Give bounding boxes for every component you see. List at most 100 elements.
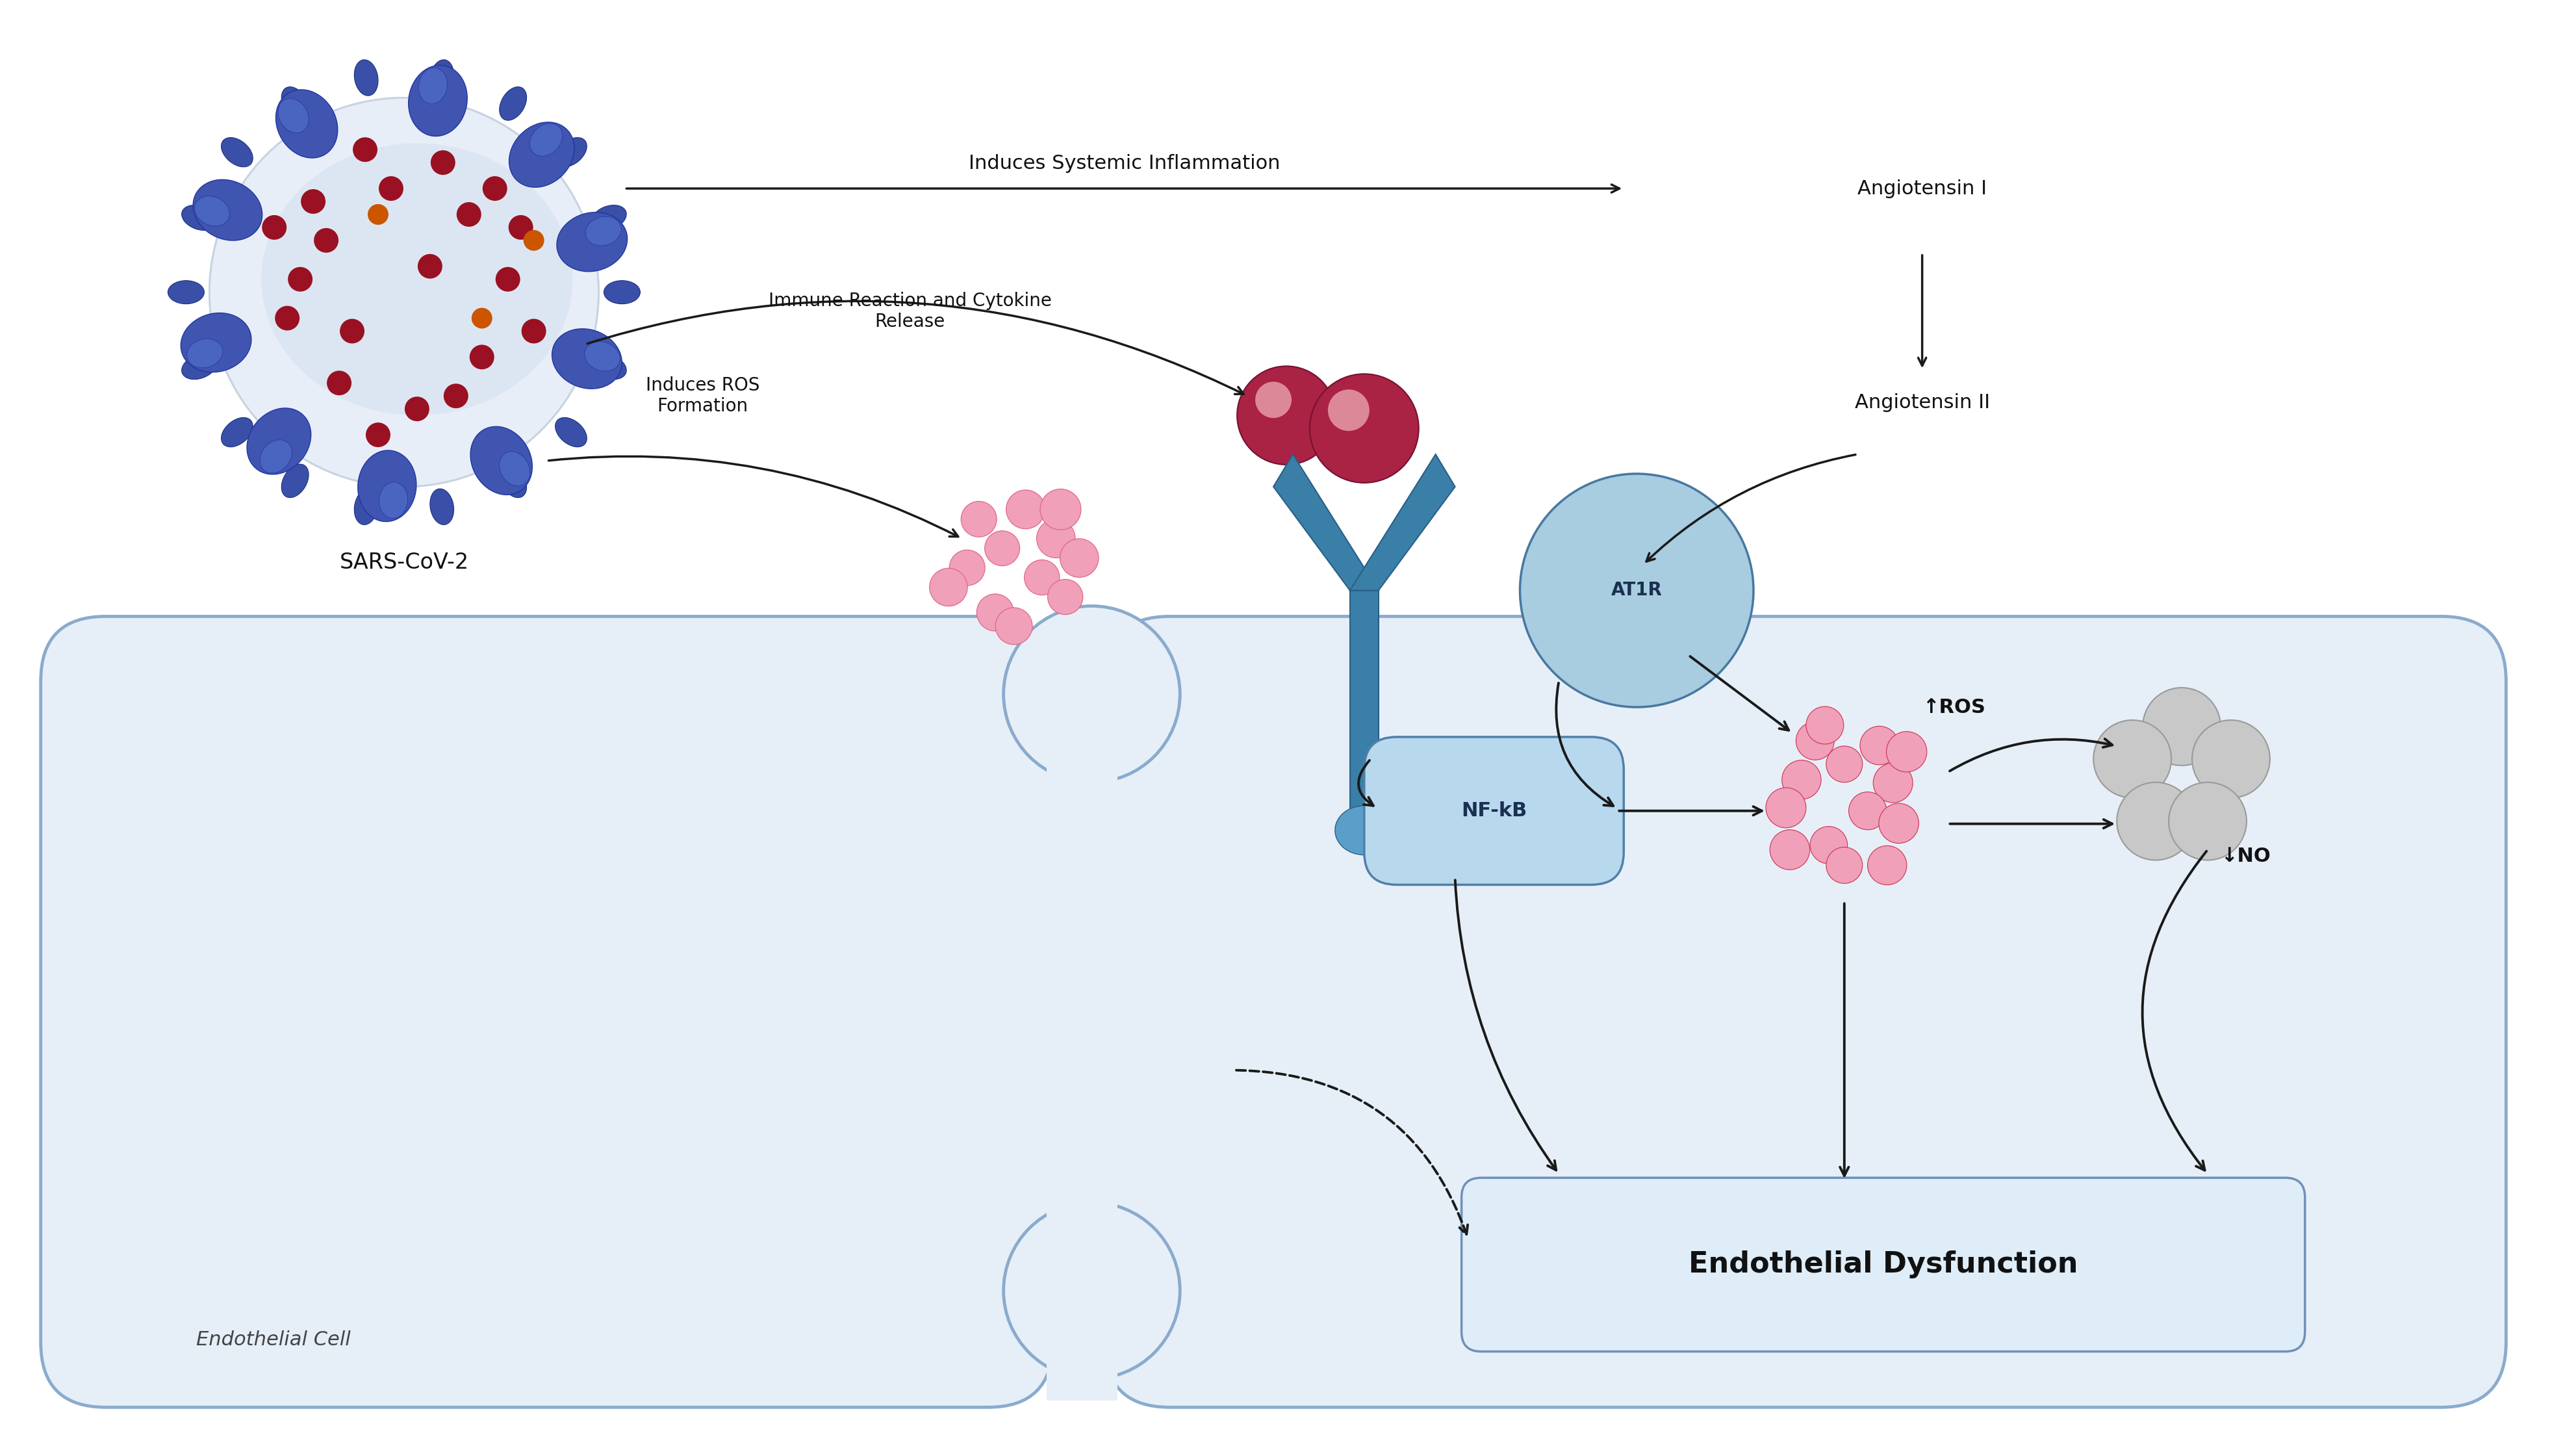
- Circle shape: [1236, 366, 1334, 465]
- Text: ↑ROS: ↑ROS: [1922, 697, 1984, 716]
- Text: Induces ROS
Formation: Induces ROS Formation: [647, 376, 760, 415]
- Ellipse shape: [603, 281, 639, 304]
- Circle shape: [1002, 606, 1180, 782]
- Ellipse shape: [585, 217, 621, 245]
- Ellipse shape: [410, 65, 466, 136]
- Text: AT1R: AT1R: [1610, 581, 1662, 600]
- Ellipse shape: [183, 205, 216, 231]
- Circle shape: [482, 177, 507, 201]
- Bar: [1046, 623, 1118, 1401]
- Ellipse shape: [592, 205, 626, 231]
- Circle shape: [2192, 720, 2269, 798]
- Text: Induces Systemic Inflammation: Induces Systemic Inflammation: [969, 154, 1280, 174]
- Circle shape: [366, 422, 392, 448]
- Polygon shape: [1273, 455, 1378, 590]
- Circle shape: [1873, 763, 1911, 802]
- Circle shape: [289, 267, 312, 291]
- Circle shape: [1520, 474, 1754, 707]
- Ellipse shape: [260, 439, 291, 474]
- Ellipse shape: [556, 212, 626, 271]
- Circle shape: [1002, 1203, 1180, 1379]
- Circle shape: [1806, 706, 1844, 745]
- Ellipse shape: [353, 489, 379, 525]
- Ellipse shape: [281, 88, 309, 121]
- Circle shape: [1783, 761, 1821, 799]
- Circle shape: [1255, 382, 1291, 418]
- Circle shape: [2092, 720, 2172, 798]
- FancyBboxPatch shape: [1363, 738, 1623, 885]
- Circle shape: [994, 607, 1033, 644]
- Circle shape: [314, 228, 337, 253]
- Ellipse shape: [353, 60, 379, 96]
- Ellipse shape: [196, 197, 229, 227]
- Ellipse shape: [260, 144, 572, 415]
- Ellipse shape: [278, 99, 309, 133]
- Text: Angiotensin II: Angiotensin II: [1855, 393, 1989, 412]
- Circle shape: [1041, 489, 1082, 530]
- Ellipse shape: [500, 88, 526, 121]
- Circle shape: [417, 254, 443, 278]
- Circle shape: [1868, 845, 1906, 885]
- Circle shape: [1327, 389, 1368, 430]
- Ellipse shape: [222, 138, 252, 166]
- Circle shape: [1795, 722, 1834, 761]
- Circle shape: [1847, 792, 1886, 829]
- Circle shape: [353, 138, 376, 162]
- Text: NF-kB: NF-kB: [1461, 801, 1528, 821]
- Circle shape: [961, 501, 997, 537]
- Circle shape: [1886, 732, 1927, 772]
- Circle shape: [976, 594, 1012, 631]
- Ellipse shape: [180, 313, 252, 372]
- Ellipse shape: [500, 464, 526, 498]
- Ellipse shape: [551, 329, 621, 389]
- Circle shape: [930, 568, 966, 606]
- Circle shape: [520, 319, 546, 343]
- Ellipse shape: [554, 418, 587, 446]
- Circle shape: [1309, 375, 1419, 482]
- Ellipse shape: [430, 60, 453, 96]
- Polygon shape: [1350, 455, 1455, 590]
- Circle shape: [443, 383, 469, 409]
- Ellipse shape: [358, 451, 417, 521]
- Circle shape: [2143, 687, 2221, 765]
- Circle shape: [523, 230, 544, 251]
- Ellipse shape: [188, 339, 222, 367]
- Ellipse shape: [531, 123, 562, 156]
- Text: Angiotensin I: Angiotensin I: [1857, 179, 1986, 198]
- Circle shape: [276, 306, 299, 330]
- Text: Immune Reaction and Cytokine
Release: Immune Reaction and Cytokine Release: [768, 291, 1051, 331]
- Ellipse shape: [379, 482, 407, 518]
- FancyBboxPatch shape: [1105, 617, 2506, 1408]
- Ellipse shape: [222, 418, 252, 446]
- Ellipse shape: [167, 281, 204, 304]
- Ellipse shape: [417, 67, 448, 103]
- Circle shape: [1036, 519, 1074, 558]
- Circle shape: [340, 319, 363, 343]
- Ellipse shape: [592, 354, 626, 379]
- Circle shape: [327, 370, 350, 395]
- Circle shape: [1808, 827, 1847, 864]
- Ellipse shape: [500, 452, 531, 486]
- Circle shape: [379, 177, 404, 201]
- Ellipse shape: [554, 138, 587, 166]
- Ellipse shape: [247, 408, 312, 475]
- Bar: [1350, 590, 1378, 850]
- Circle shape: [404, 396, 430, 422]
- Circle shape: [471, 307, 492, 329]
- Ellipse shape: [276, 89, 337, 158]
- Text: ↓NO: ↓NO: [2221, 847, 2269, 865]
- Text: Endothelial Cell: Endothelial Cell: [196, 1330, 350, 1349]
- Circle shape: [2169, 782, 2246, 860]
- Circle shape: [469, 344, 495, 369]
- Circle shape: [1826, 847, 1862, 884]
- Circle shape: [301, 189, 325, 214]
- Circle shape: [209, 98, 598, 486]
- Ellipse shape: [510, 122, 574, 188]
- Circle shape: [1860, 726, 1899, 765]
- Circle shape: [1025, 560, 1059, 596]
- Ellipse shape: [193, 179, 263, 241]
- Circle shape: [984, 531, 1020, 565]
- Text: Endothelial Dysfunction: Endothelial Dysfunction: [1687, 1251, 2076, 1279]
- Circle shape: [1005, 489, 1046, 530]
- Circle shape: [495, 267, 520, 291]
